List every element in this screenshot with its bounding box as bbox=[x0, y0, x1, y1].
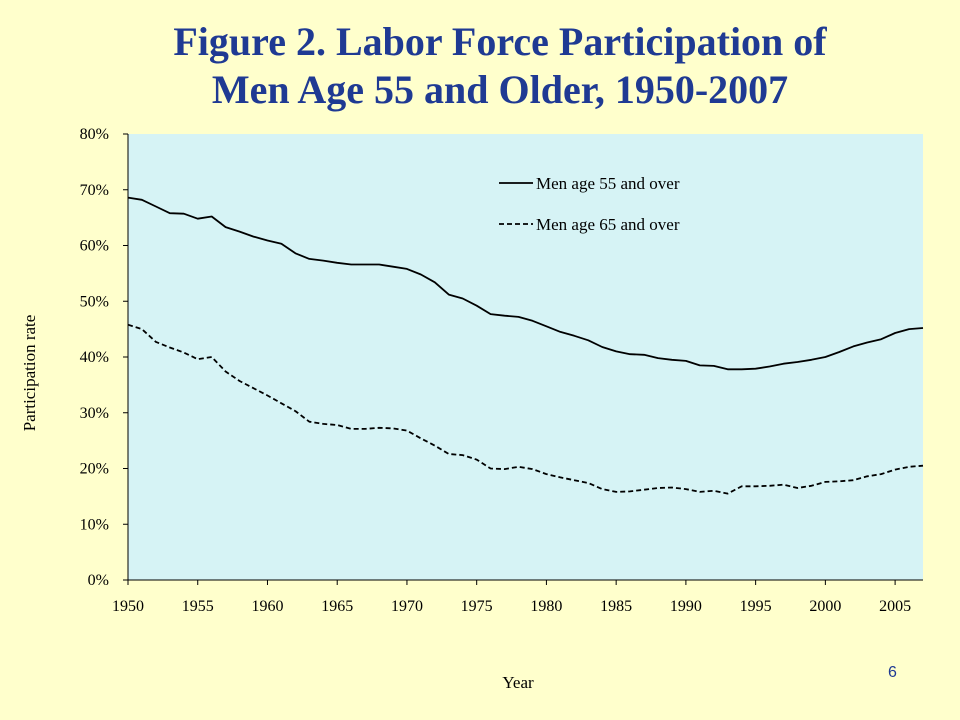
y-tick-label: 20% bbox=[80, 461, 109, 478]
x-tick-label: 1965 bbox=[321, 598, 353, 615]
x-tick-label: 1980 bbox=[530, 598, 562, 615]
x-tick-label: 1985 bbox=[600, 598, 632, 615]
legend: Men age 55 and over Men age 65 and over bbox=[499, 174, 680, 234]
chart-title: Figure 2. Labor Force Participation of M… bbox=[0, 18, 960, 114]
y-tick-label: 80% bbox=[80, 126, 109, 143]
legend-label: Men age 55 and over bbox=[536, 174, 680, 193]
x-tick-label: 1970 bbox=[391, 598, 423, 615]
x-tick-label: 1955 bbox=[182, 598, 214, 615]
x-tick-label: 2005 bbox=[879, 598, 911, 615]
y-axis: 0% 10% 20% 30% 40% 50% 60% 70% 80% bbox=[80, 126, 129, 589]
series-layer bbox=[127, 196, 924, 495]
x-tick-label: 1990 bbox=[670, 598, 702, 615]
plot-area bbox=[128, 134, 923, 580]
series-line-1 bbox=[127, 196, 924, 371]
y-axis-title: Participation rate bbox=[20, 315, 39, 432]
x-axis-title: Year bbox=[502, 673, 534, 692]
y-tick-label: 30% bbox=[80, 405, 109, 422]
x-tick-label: 1960 bbox=[251, 598, 283, 615]
page-number: 6 bbox=[888, 664, 897, 681]
x-tick-label: 2000 bbox=[809, 598, 841, 615]
chart-title-line-2: Men Age 55 and Older, 1950-2007 bbox=[211, 67, 789, 112]
x-tick-label: 1950 bbox=[112, 598, 144, 615]
legend-label: Men age 65 and over bbox=[536, 215, 680, 234]
y-tick-label: 40% bbox=[80, 349, 109, 366]
x-axis: 1950 1955 1960 1965 1970 1975 1980 1985 1990 1995… bbox=[112, 579, 923, 615]
y-tick-label: 60% bbox=[80, 238, 109, 255]
x-tick-label: 1975 bbox=[461, 598, 493, 615]
y-tick-label: 10% bbox=[80, 516, 109, 533]
y-tick-label: 70% bbox=[80, 182, 109, 199]
x-tick-label: 1995 bbox=[740, 598, 772, 615]
series-line-2 bbox=[127, 323, 924, 495]
y-tick-label: 50% bbox=[80, 293, 109, 310]
y-tick-label: 0% bbox=[88, 572, 109, 589]
chart-title-line-1: Figure 2. Labor Force Participation of bbox=[173, 19, 827, 64]
